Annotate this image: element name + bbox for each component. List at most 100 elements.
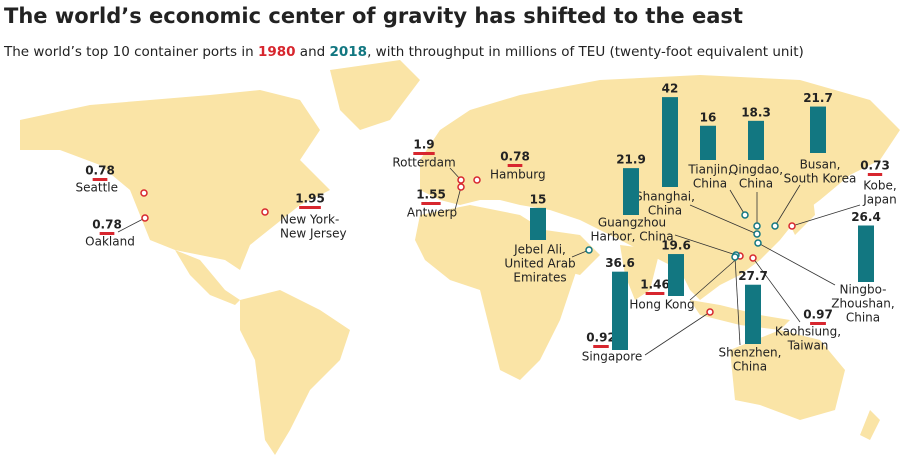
value-1980: 0.78 (85, 164, 115, 178)
port-name: China (693, 177, 727, 191)
subtitle: The world’s top 10 container ports in 19… (3, 44, 804, 60)
leader-line (734, 256, 741, 346)
port-dot (473, 176, 481, 184)
value-2018: 42 (662, 82, 679, 96)
bar-1980 (867, 173, 883, 176)
value-2018: 27.7 (738, 269, 768, 283)
port-name: Japan (862, 193, 896, 207)
port-dot (741, 211, 749, 219)
value-2018: 19.6 (661, 239, 691, 253)
bar-1980 (421, 202, 441, 205)
bar-2018 (748, 120, 764, 160)
value-1980: 0.78 (500, 150, 530, 164)
title: The world’s economic center of gravity h… (4, 4, 743, 28)
port: Hamburg 0.78 (473, 150, 546, 184)
port: Oakland 0.78 (85, 214, 149, 249)
port-dot (261, 208, 269, 216)
port-dot (585, 246, 593, 254)
port-dot (754, 239, 762, 247)
leader-line (674, 234, 737, 256)
bar-2018 (612, 271, 628, 350)
bar-2018 (810, 106, 826, 153)
port-name: Jebel Ali, (513, 243, 566, 257)
port-dot (753, 230, 761, 238)
port-dot (771, 222, 779, 230)
leader-line (729, 189, 746, 216)
year-2018: 2018 (330, 44, 368, 60)
leader-line (791, 204, 861, 227)
port-name: New York- (280, 213, 339, 227)
value-2018: 21.7 (803, 91, 833, 105)
port-name: Shanghai, (635, 190, 695, 204)
port: New York-New Jersey 1.95 (261, 192, 347, 241)
port-dot (731, 253, 739, 261)
port-name: Oakland (85, 235, 135, 249)
bar-2018 (668, 254, 684, 296)
port: Singapore 0.92 36.6 (582, 256, 714, 364)
port-dot (706, 308, 714, 316)
port-name: United Arab (504, 257, 575, 271)
port-name: Hong Kong (629, 298, 694, 312)
port-name: Guangzhou (598, 216, 666, 230)
port-dot (457, 176, 465, 184)
port-name: Taiwan (787, 339, 829, 353)
subtitle-text: and (296, 44, 330, 60)
leader-line (117, 217, 146, 233)
port: Qingdao,China 18.3 (729, 105, 783, 230)
port: Kobe,Japan 0.73 (788, 159, 897, 230)
bar-2018 (858, 225, 874, 282)
subtitle-text: The world’s top 10 container ports in (3, 44, 258, 60)
bar-2018 (700, 125, 716, 160)
port: Ningbo-Zhoushan,China 26.4 (754, 210, 895, 325)
port-name: Hamburg (490, 168, 546, 182)
bar-1980 (413, 152, 435, 155)
value-2018: 15 (530, 192, 547, 206)
bar-1980 (593, 345, 609, 348)
port-name: China (846, 311, 880, 325)
port-name: South Korea (784, 172, 857, 186)
bar-2018 (662, 97, 678, 187)
port-name: Rotterdam (392, 156, 455, 170)
bar-1980 (645, 292, 665, 295)
bar-2018 (623, 168, 639, 215)
value-2018: 16 (700, 110, 717, 124)
port-name: China (733, 360, 767, 374)
port: Shanghai,China 42 (635, 82, 761, 238)
port-dot (753, 222, 761, 230)
port-name: Tianjin, (687, 163, 731, 177)
bar-1980 (99, 232, 115, 235)
value-1980: 0.92 (586, 331, 616, 345)
value-2018: 21.9 (616, 153, 646, 167)
port-name: Ningbo- (839, 283, 886, 297)
port-dot (749, 254, 757, 262)
value-2018: 36.6 (605, 256, 635, 270)
year-1980: 1980 (258, 44, 296, 60)
port-name: China (739, 177, 773, 191)
port-dot (457, 183, 465, 191)
port-name: Seattle (76, 181, 118, 195)
value-1980: 1.9 (413, 138, 434, 152)
value-1980: 1.46 (640, 278, 670, 292)
bar-1980 (810, 322, 826, 325)
port-name: Kaohsiung, (775, 325, 841, 339)
leader-line (689, 204, 758, 235)
port-dot (141, 214, 149, 222)
port-name: Harbor, China (590, 230, 673, 244)
port: Rotterdam 1.9 (392, 138, 465, 184)
bar-2018 (745, 284, 761, 344)
value-1980: 1.95 (295, 192, 325, 206)
port-name: New Jersey (280, 227, 347, 241)
world-map (20, 60, 900, 455)
subtitle-text: , with throughput in millions of TEU (tw… (367, 44, 804, 60)
port-name: Antwerp (407, 206, 457, 220)
port: Tianjin,China 16 (687, 110, 749, 219)
bar-2018 (530, 207, 546, 240)
port-name: China (648, 204, 682, 218)
leader-line (644, 311, 711, 356)
bar-1980 (299, 206, 321, 209)
port: Hong Kong 1.46 19.6 (629, 239, 744, 312)
port-name: Shenzhen, (719, 346, 782, 360)
value-1980: 0.97 (803, 308, 833, 322)
port-name: Busan, (800, 158, 841, 172)
port-name: Qingdao, (729, 163, 783, 177)
